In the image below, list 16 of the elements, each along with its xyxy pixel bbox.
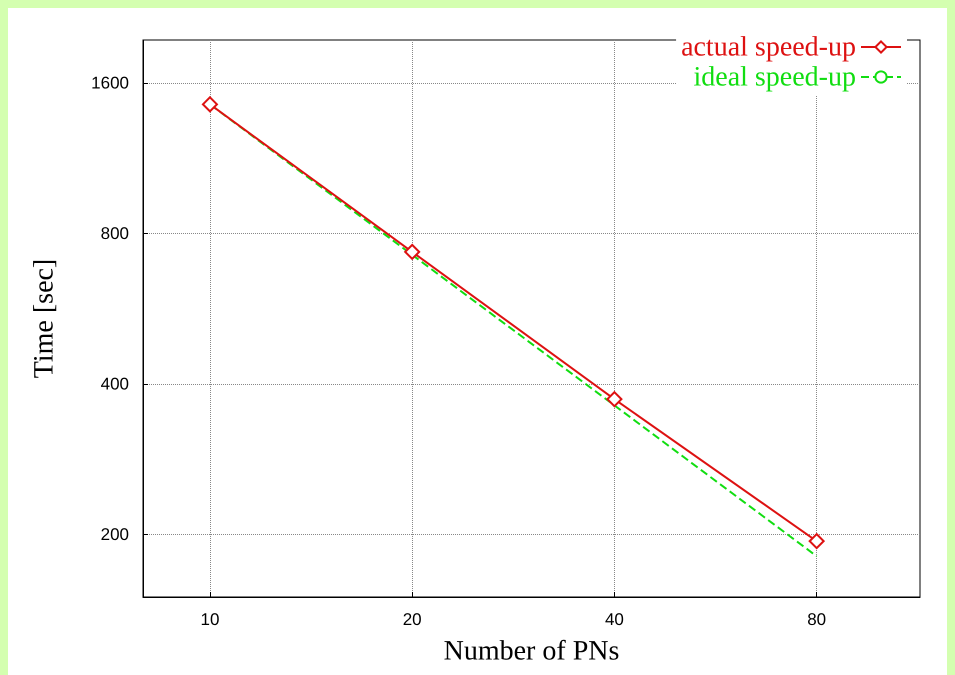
x-tick-label: 20 [402, 610, 422, 629]
y-axis-title: Time [sec] [28, 258, 60, 378]
legend-label: actual speed-up [681, 32, 856, 62]
legend-label: ideal speed-up [694, 62, 856, 92]
y-tick-label: 400 [100, 374, 129, 394]
y-tick-label: 800 [100, 224, 129, 243]
point [202, 96, 218, 112]
y-tick-label: 200 [100, 525, 129, 544]
x-tick-label: 10 [200, 610, 220, 629]
point [808, 533, 825, 550]
x-tick-label: 80 [807, 610, 826, 629]
x-axis-title: Number of PNs [444, 636, 620, 666]
point [404, 244, 420, 260]
point [606, 391, 622, 408]
y-tick-label: 1600 [91, 73, 129, 92]
x-tick-label: 40 [604, 610, 624, 629]
